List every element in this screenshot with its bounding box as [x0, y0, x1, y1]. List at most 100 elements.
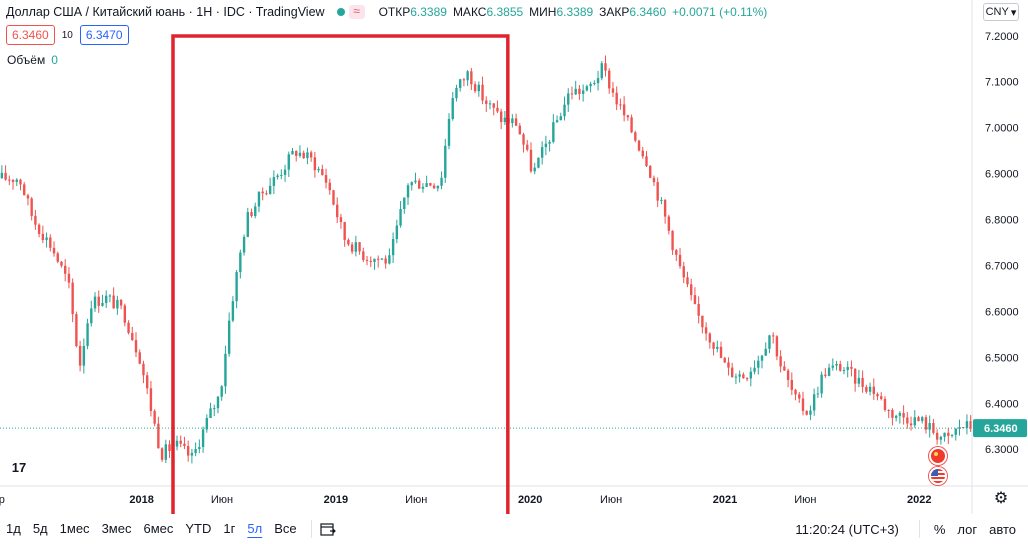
- timeframe-1m[interactable]: 1мес: [59, 521, 90, 536]
- candle-body: [559, 116, 562, 121]
- candle-body: [704, 327, 708, 334]
- candle-body: [56, 253, 59, 262]
- candle-body: [738, 374, 741, 377]
- candle-body: [660, 199, 663, 201]
- candle-body: [891, 410, 894, 418]
- candles: [0, 55, 972, 464]
- candle-body: [939, 436, 943, 440]
- candle-body: [391, 239, 395, 256]
- candle-body: [678, 254, 682, 267]
- candle-body: [142, 363, 145, 376]
- candle-body: [354, 242, 358, 252]
- candle-body: [49, 237, 52, 248]
- timeframe-3m[interactable]: 3мес: [101, 521, 132, 536]
- candle-body: [485, 100, 488, 104]
- candle-body: [958, 427, 961, 429]
- candle-body: [216, 396, 220, 409]
- candle-body: [455, 87, 458, 99]
- timeframe-1y[interactable]: 1г: [223, 521, 236, 536]
- candle-body: [246, 212, 249, 237]
- candle-body: [619, 104, 622, 106]
- currency-select[interactable]: CNY ▾: [983, 3, 1019, 21]
- candle-body: [291, 150, 294, 155]
- candle-body: [760, 355, 764, 361]
- candle-body: [745, 378, 749, 380]
- toolbar-right: 11:20:24 (UTC+3) % лог авто: [795, 514, 1022, 544]
- market-status-icon[interactable]: [336, 8, 345, 16]
- price-chart[interactable]: 7.2000 7.1000 7.0000 6.9000 6.8000 6.7000 6.60…: [0, 0, 1028, 514]
- candle-body: [112, 295, 115, 309]
- candle-body: [425, 183, 428, 187]
- candle-body: [477, 84, 481, 92]
- candle-body: [131, 332, 134, 341]
- candle-body: [693, 295, 697, 305]
- tradingview-logo[interactable]: 17: [6, 456, 32, 478]
- calendar-range-icon[interactable]: [319, 522, 336, 536]
- candle-body: [861, 377, 864, 387]
- candle-body: [496, 107, 499, 112]
- candle-body: [324, 175, 328, 183]
- candle-body: [45, 237, 48, 241]
- candle-body: [947, 432, 950, 436]
- x-tick-label: 2021: [713, 494, 737, 506]
- candle-body: [835, 363, 838, 366]
- candle-body: [701, 315, 704, 328]
- candle-body: [831, 365, 835, 368]
- auto-scale-button[interactable]: авто: [989, 521, 1016, 537]
- candle-body: [123, 305, 127, 323]
- percent-scale-button[interactable]: %: [933, 521, 946, 537]
- candle-body: [809, 410, 812, 415]
- candle-body: [67, 273, 71, 283]
- china-flag-icon[interactable]: [929, 447, 947, 465]
- candle-body: [183, 443, 186, 447]
- candle-body: [380, 258, 384, 260]
- candle-body: [265, 193, 268, 195]
- timeframe-all[interactable]: Все: [274, 521, 297, 536]
- candle-body: [894, 415, 898, 418]
- timeframe-5y[interactable]: 5л: [247, 521, 263, 536]
- candle-body: [969, 421, 972, 429]
- y-tick-label: 7.0000: [985, 123, 1019, 135]
- candle-body: [205, 418, 209, 430]
- timeframe-1d[interactable]: 1д: [6, 521, 21, 536]
- symbol-title[interactable]: Доллар США / Китайский юань · 1Н · IDC ·…: [6, 5, 325, 19]
- clock[interactable]: 11:20:24 (UTC+3): [795, 521, 899, 537]
- buy-price-button[interactable]: 6.3470: [79, 25, 129, 45]
- candle-body: [377, 258, 380, 260]
- candle-body: [26, 195, 30, 199]
- candle-body: [690, 284, 693, 296]
- y-tick-label: 6.9000: [985, 169, 1019, 181]
- sell-price-button[interactable]: 6.3460: [6, 25, 55, 45]
- candle-body: [518, 125, 522, 135]
- candle-body: [332, 190, 335, 205]
- x-tick-label: Июн: [794, 494, 816, 506]
- candle-body: [410, 182, 413, 186]
- candle-body: [552, 122, 555, 142]
- timeframe-ytd[interactable]: YTD: [185, 521, 212, 536]
- candle-body: [462, 79, 466, 81]
- candle-body: [540, 147, 544, 158]
- chevron-down-icon: ▾: [1010, 6, 1017, 19]
- candle-body: [567, 93, 570, 105]
- data-delay-badge[interactable]: ≈: [348, 5, 365, 19]
- candle-body: [708, 333, 712, 343]
- gear-icon[interactable]: ⚙: [993, 490, 1009, 507]
- candle-body: [604, 63, 607, 71]
- usa-flag-icon[interactable]: [929, 467, 947, 485]
- timeframe-list: 1д 5д 1мес 3мес 6мес YTD 1г 5л Все: [0, 518, 303, 540]
- candle-body: [30, 198, 33, 216]
- candle-body: [8, 179, 11, 181]
- log-scale-button[interactable]: лог: [957, 521, 978, 537]
- candle-body: [675, 250, 678, 255]
- candle-body: [865, 386, 868, 392]
- candle-body: [596, 78, 600, 84]
- candle-body: [667, 216, 671, 231]
- candle-body: [86, 323, 89, 346]
- candle-body: [641, 150, 644, 157]
- candle-body: [712, 342, 715, 349]
- candle-body: [52, 247, 56, 254]
- candle-body: [384, 258, 387, 264]
- timeframe-5d[interactable]: 5д: [32, 521, 48, 536]
- timeframe-6m[interactable]: 6мес: [143, 521, 174, 536]
- volume-indicator[interactable]: Объём 0: [7, 53, 58, 67]
